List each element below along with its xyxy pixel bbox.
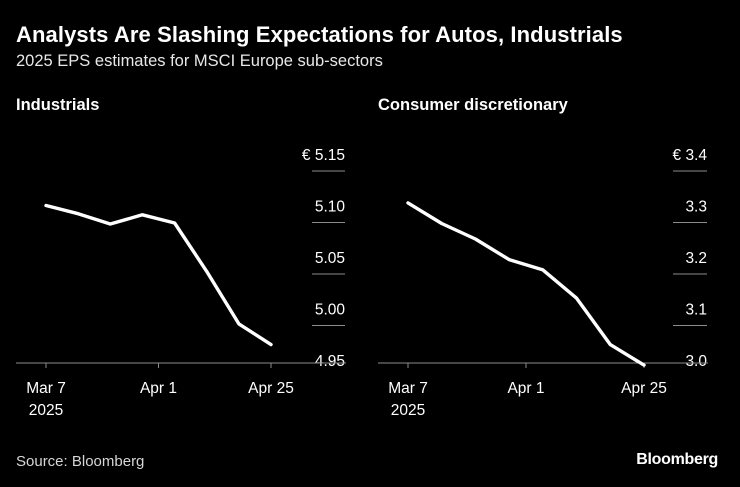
y-tick-label-industrials: 5.00 (315, 302, 346, 319)
y-tick-label-industrials: 5.05 (315, 250, 345, 267)
y-tick-label-consumer-discretionary: € 3.4 (673, 147, 708, 164)
x-tick-sublabel-industrials: 2025 (29, 402, 63, 419)
chart-title: Analysts Are Slashing Expectations for A… (16, 22, 623, 47)
x-tick-label-consumer-discretionary: Mar 7 (388, 380, 428, 397)
chart-subtitle: 2025 EPS estimates for MSCI Europe sub-s… (16, 52, 383, 70)
y-tick-label-consumer-discretionary: 3.1 (685, 302, 707, 319)
series-line-industrials (44, 203, 273, 347)
y-tick-label-consumer-discretionary: 3.3 (685, 199, 707, 216)
panel-title-consumer-discretionary: Consumer discretionary (378, 96, 568, 114)
panel-title-industrials: Industrials (16, 96, 100, 114)
series-line-consumer-discretionary (406, 201, 646, 367)
x-tick-label-consumer-discretionary: Apr 1 (507, 380, 544, 397)
y-tick-label-consumer-discretionary: 3.2 (685, 250, 707, 267)
x-tick-label-industrials: Mar 7 (26, 380, 66, 397)
x-tick-label-consumer-discretionary: Apr 25 (621, 380, 667, 397)
x-tick-label-industrials: Apr 1 (140, 380, 177, 397)
x-tick-label-industrials: Apr 25 (248, 380, 294, 397)
y-tick-label-consumer-discretionary: 3.0 (685, 353, 707, 370)
x-tick-sublabel-consumer-discretionary: 2025 (391, 402, 425, 419)
y-tick-label-industrials: € 5.15 (302, 147, 345, 164)
y-tick-label-industrials: 5.10 (315, 199, 346, 216)
y-tick-label-industrials: 4.95 (315, 353, 345, 370)
source-note: Source: Bloomberg (16, 453, 145, 470)
bloomberg-logo: Bloomberg (636, 451, 718, 468)
